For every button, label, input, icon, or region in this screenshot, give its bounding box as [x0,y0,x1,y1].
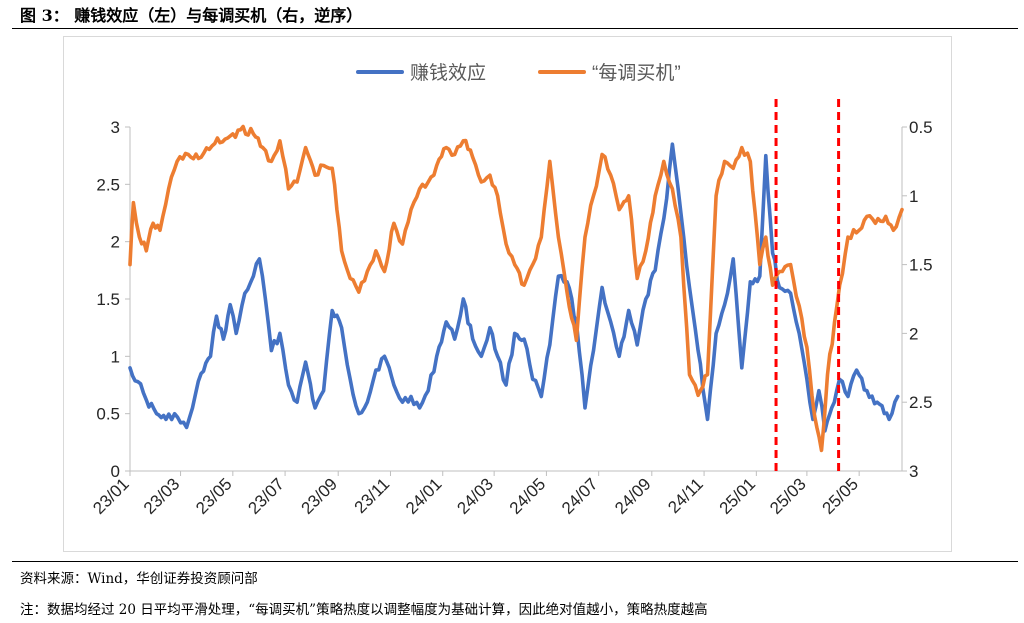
legend-label-1: 赚钱效应 [410,62,486,84]
x-tick-label: 24/09 [611,474,655,518]
chart-frame [63,36,952,552]
y-left-tick-label: 2.5 [96,175,120,194]
y-left-tick-label: 0.5 [96,405,120,424]
y-left-tick-label: 1 [111,347,120,366]
x-tick-label: 25/03 [766,474,810,518]
y-right-tick-label: 2 [909,324,918,343]
x-tick-label: 23/09 [298,474,342,518]
figure-title: 图 3： 赚钱效应（左）与每调买机（右，逆序） [20,6,363,25]
y-left-tick-label: 1.5 [96,290,120,309]
y-left-tick-label: 0 [111,462,120,481]
x-tick-label: 24/03 [453,474,497,518]
y-right-tick-label: 1.5 [909,256,933,275]
y-left-tick-label: 3 [111,118,120,137]
x-tick-label: 24/11 [664,474,707,517]
title-rule [12,28,1018,29]
y-right-tick-label: 3 [909,462,918,481]
y-right-tick-label: 0.5 [909,118,933,137]
legend: 赚钱效应 “每调买机” [356,62,681,84]
series-line-1 [128,142,900,433]
x-tick-label: 24/05 [506,474,550,518]
x-tick-label: 25/01 [716,474,760,518]
x-tick-label: 25/05 [818,474,862,518]
x-tick-label: 23/11 [351,474,394,517]
y-right-tick-label: 1 [909,187,918,206]
x-tick-label: 23/07 [244,474,288,518]
footer-rule [12,561,1018,562]
x-tick-label: 23/05 [192,474,236,518]
x-tick-label: 23/03 [140,474,184,518]
legend-label-2: “每调买机” [592,62,681,84]
source-note: 资料来源：Wind，华创证券投资顾问部 [20,571,258,587]
y-left-tick-label: 2 [111,233,120,252]
y-right-tick-label: 2.5 [909,393,933,412]
x-tick-label: 24/01 [402,474,446,518]
footnote: 注：数据均经过 20 日平均平滑处理，“每调买机”策略热度以调整幅度为基础计算，… [20,602,708,618]
x-tick-label: 24/07 [558,474,602,518]
series-line-2 [128,124,904,453]
